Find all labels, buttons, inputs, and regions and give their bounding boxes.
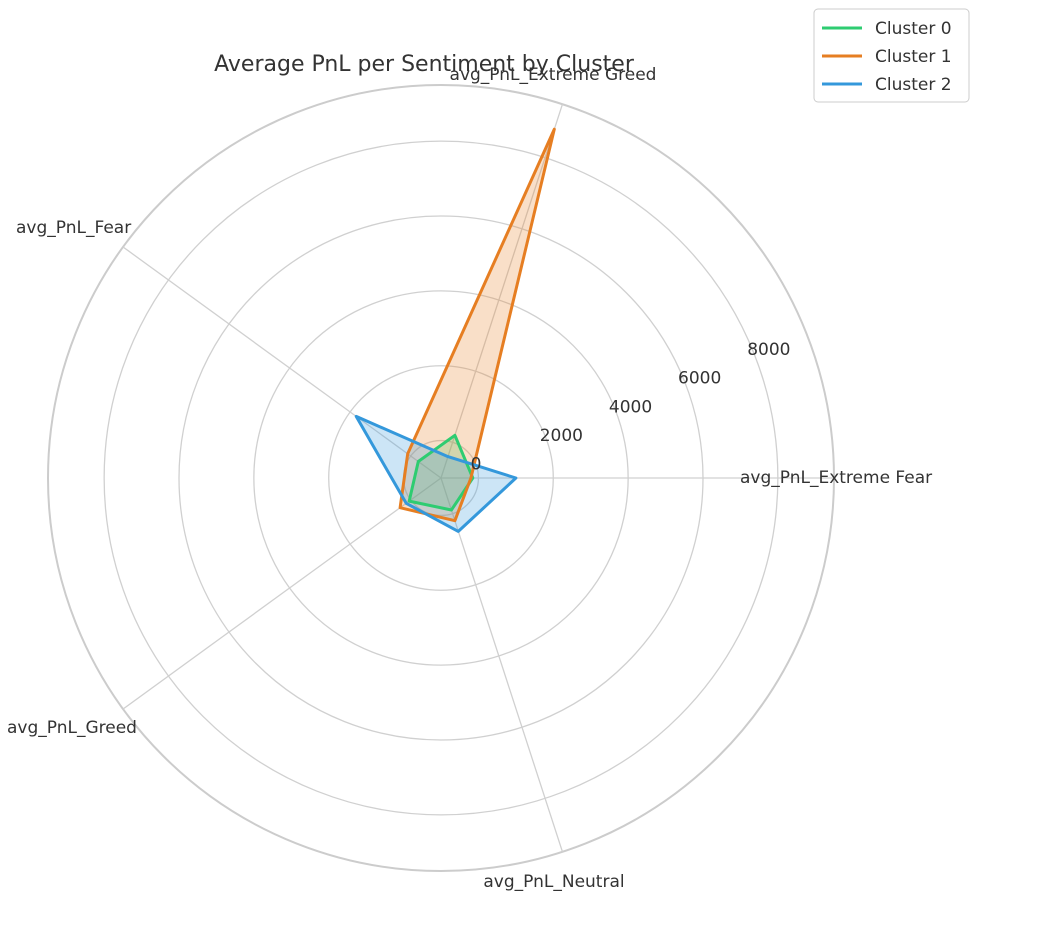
series-fill-cluster-0	[409, 435, 473, 510]
axis-label-0: avg_PnL_Extreme Fear	[740, 468, 932, 488]
tick-label-2000: 2000	[540, 426, 583, 446]
series-fill-cluster-2	[356, 416, 516, 532]
spoke-3	[122, 477, 442, 710]
radial-tick-labels: 0 2000 4000 6000 8000	[471, 340, 791, 475]
chart-title: Average PnL per Sentiment by Cluster	[214, 52, 635, 77]
series-line-cluster-1	[398, 127, 556, 523]
series-fill-cluster-1	[400, 129, 555, 521]
axis-labels: avg_PnL_Extreme Fear avg_PnL_Extreme Gree…	[7, 65, 932, 892]
legend-label-cluster-1: Cluster 1	[875, 47, 952, 67]
axis-label-1: avg_PnL_Extreme Greed	[450, 65, 657, 85]
legend-frame	[813, 8, 970, 103]
tick-label-6000: 6000	[678, 369, 721, 389]
axis-label-4: avg_PnL_Neutral	[483, 872, 624, 892]
tick-label-8000: 8000	[747, 340, 790, 360]
axis-label-2: avg_PnL_Fear	[16, 218, 131, 238]
series-fills	[356, 129, 555, 532]
spoke-1	[440, 104, 564, 479]
spoke-2	[122, 246, 442, 479]
radar-grid	[47, 84, 835, 872]
series-line-cluster-0	[407, 433, 475, 512]
tick-label-4000: 4000	[609, 397, 652, 417]
legend: Cluster 0 Cluster 1 Cluster 2	[813, 8, 970, 103]
legend-label-cluster-2: Cluster 2	[875, 75, 952, 95]
spoke-4	[440, 477, 564, 852]
tick-label-0: 0	[471, 455, 482, 475]
axis-label-3: avg_PnL_Greed	[7, 718, 137, 738]
series-line-cluster-2	[354, 414, 518, 533]
legend-label-cluster-0: Cluster 0	[875, 19, 952, 39]
series-lines	[354, 127, 556, 533]
